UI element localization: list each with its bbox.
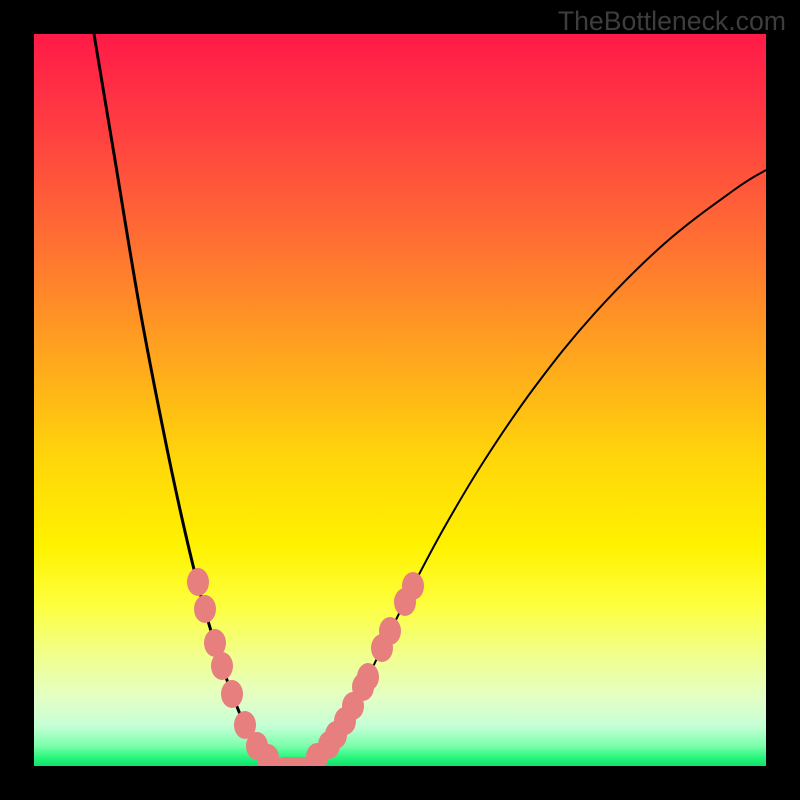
watermark-text: TheBottleneck.com [558, 6, 786, 37]
data-marker [211, 652, 233, 680]
data-marker [402, 572, 424, 600]
bottleneck-curve-chart [0, 0, 800, 800]
chart-frame: TheBottleneck.com [0, 0, 800, 800]
data-marker [379, 617, 401, 645]
data-marker [221, 680, 243, 708]
data-marker [357, 663, 379, 691]
chart-background-gradient [34, 34, 766, 766]
data-marker [194, 595, 216, 623]
data-marker [187, 568, 209, 596]
